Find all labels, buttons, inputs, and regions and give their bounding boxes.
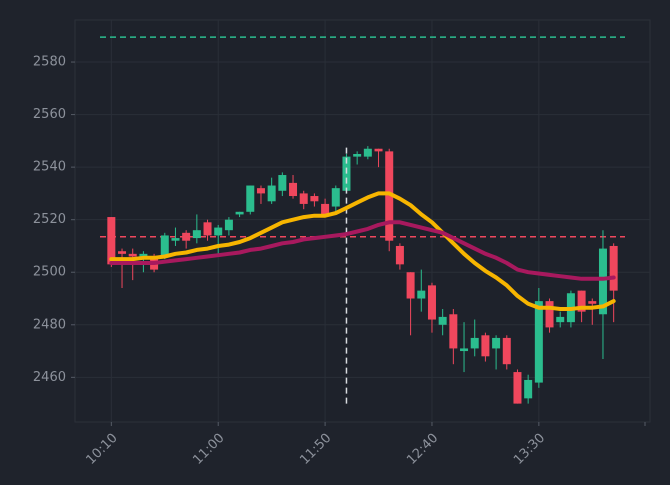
y-tick-label: 2460 xyxy=(33,370,66,385)
candle-body xyxy=(502,337,511,365)
candle-body xyxy=(524,379,533,399)
candle-body xyxy=(118,251,127,254)
candle-body xyxy=(171,238,180,241)
candle-body xyxy=(107,217,116,265)
candle-body xyxy=(310,196,319,202)
y-tick-label: 2500 xyxy=(33,265,66,280)
y-tick-label: 2540 xyxy=(33,160,66,175)
candle-body xyxy=(406,272,415,299)
candle-body xyxy=(224,219,233,231)
candle-body xyxy=(278,175,287,191)
candle-body xyxy=(342,156,351,191)
moving-average-line xyxy=(109,191,616,311)
candle-body xyxy=(481,335,490,357)
candle-body xyxy=(139,253,148,257)
candle-body xyxy=(214,227,223,236)
candle-body xyxy=(299,193,308,204)
candle-body xyxy=(256,188,265,194)
plot-area xyxy=(74,19,651,423)
candle-body xyxy=(534,301,543,383)
candle-body xyxy=(203,222,212,236)
candle-body xyxy=(460,348,469,352)
candle-body xyxy=(192,230,201,239)
candle-body xyxy=(353,154,362,157)
candle-body xyxy=(427,285,436,320)
candle-body xyxy=(556,316,565,323)
y-tick-label: 2520 xyxy=(33,212,66,227)
candle-body xyxy=(598,248,607,315)
candle-body xyxy=(374,148,383,152)
candle-body xyxy=(289,182,298,197)
candle-body xyxy=(492,337,501,349)
candle-body xyxy=(470,337,479,349)
candle-body xyxy=(449,314,458,349)
candle-body xyxy=(128,253,137,257)
candle-body xyxy=(577,290,586,312)
candle-body xyxy=(385,151,394,241)
candle-body xyxy=(438,316,447,325)
candle-body xyxy=(182,232,191,241)
y-tick-label: 2560 xyxy=(33,107,66,122)
candle-body xyxy=(588,301,597,304)
candle-body xyxy=(267,185,276,202)
y-tick-label: 2580 xyxy=(33,55,66,70)
y-tick-label: 2480 xyxy=(33,317,66,332)
candle-body xyxy=(363,148,372,157)
candle-body xyxy=(545,301,554,328)
candle-body xyxy=(331,188,340,207)
candle-body xyxy=(246,185,255,212)
candle-body xyxy=(417,290,426,299)
candle-body xyxy=(160,235,169,257)
moving-average-line xyxy=(109,220,616,281)
candle-body xyxy=(609,245,618,291)
candle-body xyxy=(321,203,330,215)
candle-body xyxy=(235,211,244,215)
candle-body xyxy=(513,372,522,404)
candle-body xyxy=(395,245,404,265)
